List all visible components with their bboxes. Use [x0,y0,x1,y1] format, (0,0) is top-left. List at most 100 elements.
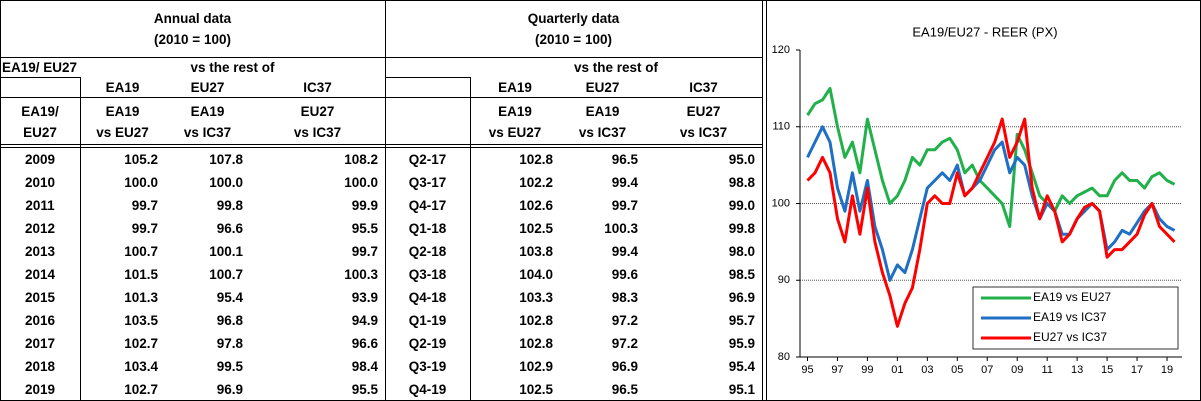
cell-text: 103.5 [124,313,158,328]
cell-text: 99.4 [611,244,638,259]
x-tick-label: 05 [951,364,963,376]
cell-text: 100.7 [209,267,243,282]
cell-text: Q4-18 [408,290,447,305]
header: EA19/ EU27 [0,57,120,77]
cell-text: 99.6 [611,267,638,282]
table-cell: 95.4 [165,286,250,309]
cell-text: 100.0 [209,175,243,190]
cell-text: 103.3 [519,290,553,305]
cell-text: 2009 [24,152,56,167]
cell-text: 95.0 [728,152,755,167]
table-cell: 2016 [0,309,80,332]
table-cell: 2014 [0,263,80,286]
rule [0,0,1201,1]
cell-text: EA19 [498,103,532,119]
header: EA19 vs IC37 [165,97,250,146]
header: EU27 vs IC37 [645,97,762,146]
cell-text: 2015 [24,290,56,305]
x-tick-label: 19 [1161,364,1173,376]
table-cell: 99.9 [250,194,385,217]
cell-text: 98.4 [351,359,378,374]
cell-text: vs EU27 [488,124,542,140]
cell-text: 99.9 [351,198,378,213]
cell-text: 95.5 [351,382,378,397]
table-cell: 102.5 [470,378,560,401]
rule [385,0,386,401]
cell-text: 99.7 [131,198,158,213]
table-cell: 100.0 [250,171,385,194]
table-cell: 101.5 [80,263,165,286]
cell-text: EU27 [300,103,335,119]
cell-text: 2014 [24,267,56,282]
cell-text: 2019 [24,382,56,397]
cell-text: 99.7 [611,198,638,213]
series-line [806,117,1176,328]
table-cell: 102.8 [470,148,560,171]
table-cell: 100.7 [80,240,165,263]
cell-text: (2010 = 100) [535,31,612,47]
rule [470,77,471,401]
table-cell: 95.7 [645,309,762,332]
cell-text: EU27 [23,124,57,140]
table-cell: 2018 [0,355,80,378]
header: EU27 [560,77,645,97]
table-cell: 2010 [0,171,80,194]
y-tick-label: 110 [772,121,790,133]
table-cell: 2013 [0,240,80,263]
cell-text: 100.3 [344,267,378,282]
cell-text: vs the rest of [573,59,659,75]
header: Quarterly data (2010 = 100) [385,0,762,57]
cell-text: IC37 [689,79,718,95]
cell-text: 102.5 [519,382,553,397]
cell-text: Q2-19 [408,336,447,351]
table-cell: 100.3 [560,217,645,240]
cell-text: 99.8 [728,221,755,236]
cell-text: 105.2 [124,152,158,167]
table-cell: 103.4 [80,355,165,378]
cell-text: 102.6 [519,198,553,213]
table-cell: 95.0 [645,148,762,171]
table-cell: 107.8 [165,148,250,171]
table-cell: 2015 [0,286,80,309]
table-cell: 102.7 [80,378,165,401]
table-cell: 108.2 [250,148,385,171]
header: EA19 [80,77,165,97]
header: EU27 [165,77,250,97]
cell-text: 95.4 [216,290,243,305]
table-cell: 96.9 [645,286,762,309]
table-cell: 96.8 [165,309,250,332]
table-cell: 94.9 [250,309,385,332]
table-cell: 99.6 [560,263,645,286]
cell-text: 100.3 [604,221,638,236]
cell-text: 2018 [24,359,56,374]
cell-text: vs IC37 [183,124,232,140]
legend-label: EA19 vs EU27 [1033,290,1111,304]
table-cell: 96.5 [560,378,645,401]
table-cell: 2012 [0,217,80,240]
x-tick-label: 99 [861,364,873,376]
cell-text: Q3-17 [408,175,447,190]
table-cell: 96.5 [560,148,645,171]
cell-text: 95.1 [728,382,755,397]
cell-text: 97.8 [216,336,243,351]
cell-text: Q4-17 [408,198,447,213]
table-cell: 98.3 [560,286,645,309]
table-cell: 95.4 [645,355,762,378]
table-cell: 98.4 [250,355,385,378]
table-cell: 100.0 [80,171,165,194]
cell-text: EU27 [585,79,620,95]
x-tick-label: 17 [1131,364,1143,376]
cell-text: vs IC37 [679,124,728,140]
header: EU27 vs IC37 [250,97,385,146]
table-cell: 102.7 [80,332,165,355]
table-cell: 2017 [0,332,80,355]
cell-text: 102.7 [124,382,158,397]
cell-text: 99.0 [728,198,755,213]
table-cell: 96.9 [560,355,645,378]
table-cell: Q1-18 [385,217,470,240]
table-cell: 95.1 [645,378,762,401]
table-cell: 102.6 [470,194,560,217]
x-tick-label: 95 [801,364,813,376]
table-cell: 96.9 [165,378,250,401]
